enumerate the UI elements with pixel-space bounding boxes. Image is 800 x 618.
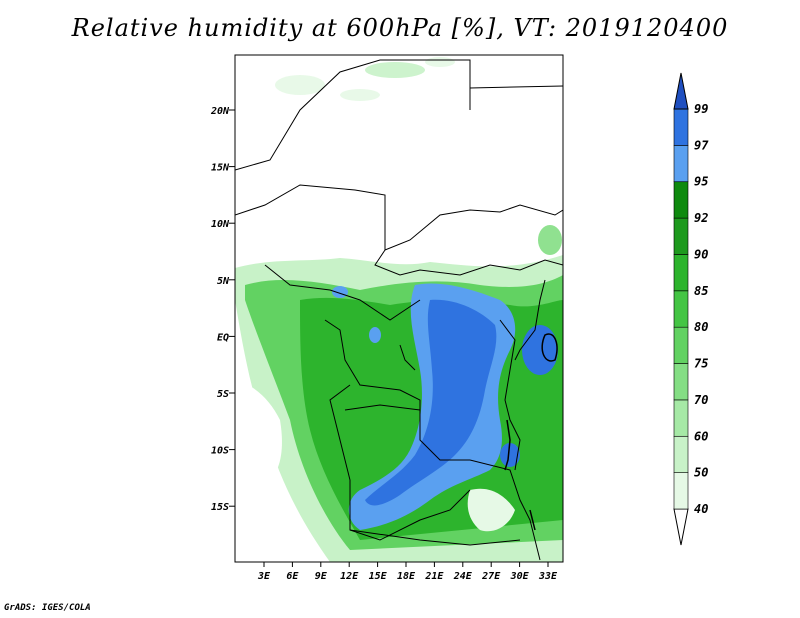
colorbar-label: 97 <box>694 138 709 152</box>
colorbar-segment <box>673 326 689 364</box>
longitude-axis: 3E 6E 9E 12E 15E 18E 21E 24E 27E 30E 33E <box>257 562 558 582</box>
lon-label: 27E <box>481 571 501 582</box>
colorbar-label: 95 <box>694 175 708 189</box>
colorbar-label: 40 <box>694 502 708 516</box>
colorbar-segment <box>673 363 689 401</box>
lon-label: 18E <box>397 571 416 582</box>
colorbar-label: 92 <box>694 211 708 225</box>
lat-label: 10N <box>211 219 230 230</box>
colorbar-segment <box>673 399 689 437</box>
colorbar-segment <box>673 108 689 146</box>
lat-label: 20N <box>210 106 230 117</box>
chart-title: Relative humidity at 600hPa [%], VT: 201… <box>71 14 729 42</box>
colorbar-over-triangle <box>673 72 689 110</box>
lon-label: 6E <box>286 571 299 582</box>
colorbar-label: 90 <box>694 247 708 261</box>
map-frame <box>234 54 564 563</box>
colorbar-label: 75 <box>694 357 708 371</box>
lat-label: 5S <box>217 389 229 400</box>
colorbar-label: 80 <box>694 320 708 334</box>
lon-label: 15E <box>369 571 388 582</box>
colorbar-legend: 40 50 60 70 75 80 85 90 92 95 97 99 <box>673 72 709 546</box>
lon-label: 21E <box>424 571 444 582</box>
latitude-axis: 20N 15N 10N 5N EQ 5S 10S 15S <box>210 106 235 513</box>
colorbar-label: 70 <box>694 393 708 407</box>
lon-label: 3E <box>257 571 271 582</box>
lon-label: 24E <box>453 571 473 582</box>
lat-label: 10S <box>211 446 229 457</box>
lon-label: 30E <box>510 571 530 582</box>
colorbar-segment <box>673 145 689 183</box>
colorbar-label: 85 <box>694 284 708 298</box>
colorbar-segment <box>673 181 689 219</box>
colorbar-label: 50 <box>694 466 708 480</box>
colorbar-segment <box>673 472 689 510</box>
lon-label: 12E <box>340 571 359 582</box>
lon-label: 9E <box>315 571 328 582</box>
lat-label: 15S <box>211 502 229 513</box>
colorbar-segment <box>673 217 689 255</box>
colorbar-segment <box>673 435 689 473</box>
colorbar-segment <box>673 290 689 328</box>
colorbar-under-triangle <box>673 508 689 546</box>
colorbar-segment <box>673 254 689 292</box>
colorbar-label: 99 <box>694 102 708 116</box>
country-boundaries <box>235 59 563 561</box>
lat-label: EQ <box>217 332 229 343</box>
grads-credit: GrADS: IGES/COLA <box>4 603 91 613</box>
lon-label: 33E <box>538 571 558 582</box>
lake-outlines <box>504 333 558 531</box>
humidity-field-north <box>275 57 562 255</box>
lat-label: 5N <box>217 276 230 287</box>
lat-label: 15N <box>211 163 230 174</box>
colorbar-label: 60 <box>694 429 708 443</box>
humidity-field-saturated <box>332 283 558 530</box>
